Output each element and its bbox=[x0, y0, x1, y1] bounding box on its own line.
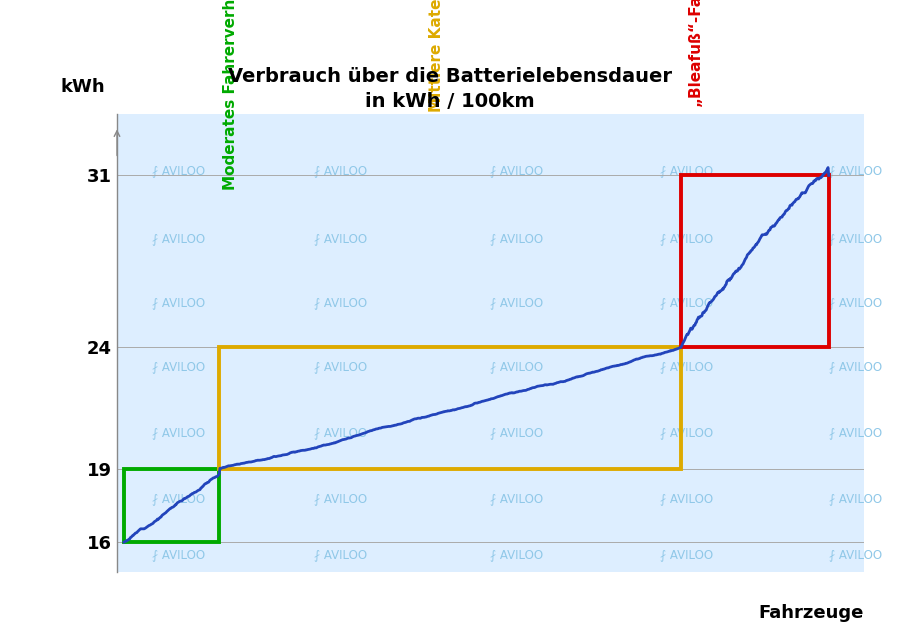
Text: ⨏ AVILOO: ⨏ AVILOO bbox=[152, 548, 205, 561]
Text: ⨏ AVILOO: ⨏ AVILOO bbox=[152, 232, 205, 246]
Text: ⨏ AVILOO: ⨏ AVILOO bbox=[152, 425, 205, 439]
Text: ⨏ AVILOO: ⨏ AVILOO bbox=[152, 491, 205, 505]
Text: ⨏ AVILOO: ⨏ AVILOO bbox=[660, 425, 713, 439]
Text: ⨏ AVILOO: ⨏ AVILOO bbox=[491, 491, 544, 505]
Text: ⨏ AVILOO: ⨏ AVILOO bbox=[829, 359, 882, 373]
Text: ⨏ AVILOO: ⨏ AVILOO bbox=[152, 296, 205, 309]
Text: ⨏ AVILOO: ⨏ AVILOO bbox=[829, 548, 882, 561]
Text: ⨏ AVILOO: ⨏ AVILOO bbox=[829, 232, 882, 246]
Text: ⨏ AVILOO: ⨏ AVILOO bbox=[660, 359, 713, 373]
Text: kWh: kWh bbox=[61, 78, 105, 96]
Text: ⨏ AVILOO: ⨏ AVILOO bbox=[660, 548, 713, 561]
Text: Fahrzeuge: Fahrzeuge bbox=[759, 603, 864, 622]
Text: ⨏ AVILOO: ⨏ AVILOO bbox=[491, 359, 544, 373]
Text: ⨏ AVILOO: ⨏ AVILOO bbox=[660, 232, 713, 246]
Text: ⨏ AVILOO: ⨏ AVILOO bbox=[314, 164, 367, 177]
Text: ⨏ AVILOO: ⨏ AVILOO bbox=[314, 296, 367, 309]
Text: ⨏ AVILOO: ⨏ AVILOO bbox=[491, 232, 544, 246]
Bar bbox=[220, 347, 680, 469]
Text: ⨏ AVILOO: ⨏ AVILOO bbox=[660, 491, 713, 505]
Text: ⨏ AVILOO: ⨏ AVILOO bbox=[314, 359, 367, 373]
Text: ⨏ AVILOO: ⨏ AVILOO bbox=[491, 164, 544, 177]
Text: ⨏ AVILOO: ⨏ AVILOO bbox=[314, 491, 367, 505]
Text: ⨏ AVILOO: ⨏ AVILOO bbox=[829, 425, 882, 439]
Text: ⨏ AVILOO: ⨏ AVILOO bbox=[314, 232, 367, 246]
Text: ⨏ AVILOO: ⨏ AVILOO bbox=[152, 359, 205, 373]
Text: ⨏ AVILOO: ⨏ AVILOO bbox=[829, 164, 882, 177]
Bar bbox=[124, 469, 220, 542]
Bar bbox=[680, 175, 829, 347]
Text: ⨏ AVILOO: ⨏ AVILOO bbox=[152, 164, 205, 177]
Text: „Bleafuß“-Fahren: „Bleafuß“-Fahren bbox=[688, 0, 703, 106]
Text: ⨏ AVILOO: ⨏ AVILOO bbox=[491, 425, 544, 439]
Text: ⨏ AVILOO: ⨏ AVILOO bbox=[314, 425, 367, 439]
Text: ⨏ AVILOO: ⨏ AVILOO bbox=[660, 296, 713, 309]
Text: ⨏ AVILOO: ⨏ AVILOO bbox=[491, 296, 544, 309]
Text: ⨏ AVILOO: ⨏ AVILOO bbox=[829, 491, 882, 505]
Text: ⨏ AVILOO: ⨏ AVILOO bbox=[660, 164, 713, 177]
Text: ⨏ AVILOO: ⨏ AVILOO bbox=[491, 548, 544, 561]
Text: Mittlere Kategorie: Mittlere Kategorie bbox=[428, 0, 444, 112]
Text: ⨏ AVILOO: ⨏ AVILOO bbox=[314, 548, 367, 561]
Text: Moderates Fahrerverhalten: Moderates Fahrerverhalten bbox=[222, 0, 238, 190]
Text: ⨏ AVILOO: ⨏ AVILOO bbox=[829, 296, 882, 309]
Text: Verbrauch über die Batterielebensdauer
in kWh / 100km: Verbrauch über die Batterielebensdauer i… bbox=[228, 67, 672, 110]
